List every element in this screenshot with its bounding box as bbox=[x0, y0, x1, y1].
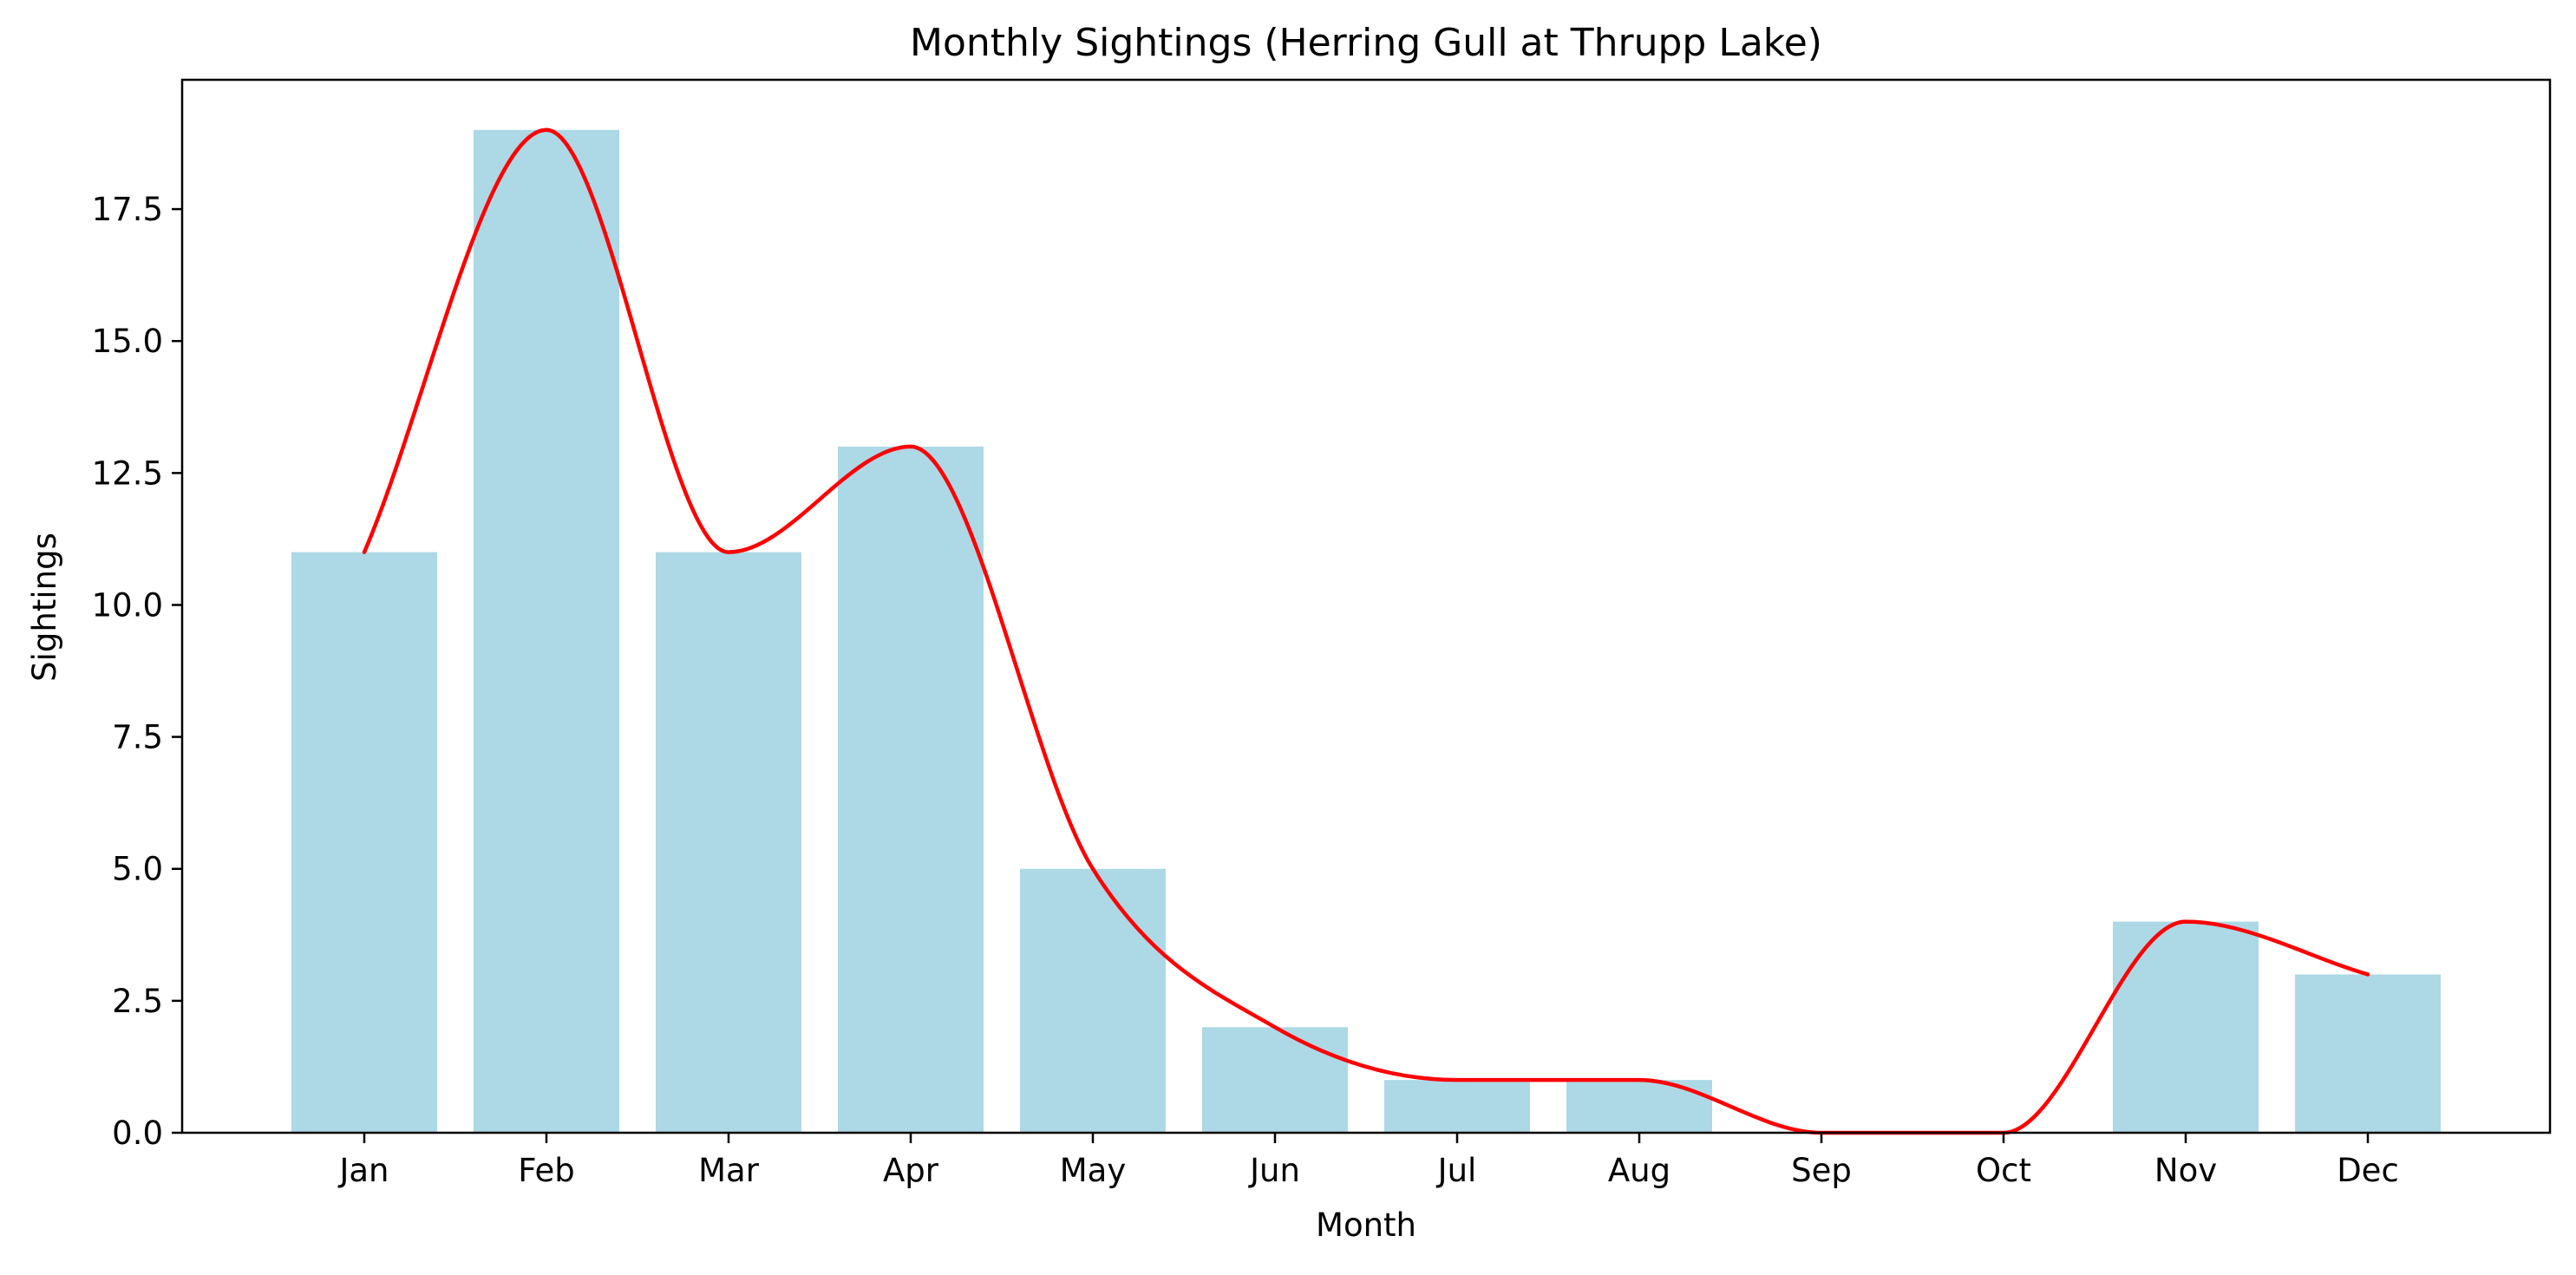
chart-title: Monthly Sightings (Herring Gull at Thrup… bbox=[910, 21, 1822, 65]
y-tick-label: 10.0 bbox=[92, 586, 163, 624]
x-tick-label-may: May bbox=[1060, 1152, 1127, 1189]
x-axis-label: Month bbox=[1316, 1206, 1416, 1244]
x-tick-label-mar: Mar bbox=[698, 1152, 760, 1189]
bar-nov bbox=[2113, 921, 2259, 1133]
x-tick-label-nov: Nov bbox=[2154, 1152, 2217, 1189]
x-tick-label-dec: Dec bbox=[2337, 1152, 2399, 1189]
bar-may bbox=[1020, 868, 1166, 1133]
bar-jul bbox=[1384, 1080, 1530, 1133]
bar-aug bbox=[1566, 1080, 1712, 1133]
bar-apr bbox=[838, 446, 984, 1133]
x-tick-label-aug: Aug bbox=[1608, 1152, 1670, 1189]
y-tick-label: 12.5 bbox=[92, 454, 163, 492]
y-tick-label: 0.0 bbox=[112, 1115, 163, 1152]
plot-frame bbox=[180, 78, 2552, 1134]
x-tick-label-jun: Jun bbox=[1248, 1152, 1300, 1189]
y-tick-label: 2.5 bbox=[112, 983, 163, 1020]
x-tick-label-sep: Sep bbox=[1791, 1152, 1852, 1189]
x-tick-label-jul: Jul bbox=[1436, 1152, 1477, 1189]
x-tick-label-oct: Oct bbox=[1976, 1152, 2031, 1189]
bar-jun bbox=[1202, 1027, 1348, 1133]
y-axis-label: Sightings bbox=[26, 533, 63, 682]
y-tick-label: 7.5 bbox=[112, 719, 163, 756]
y-tick-label: 5.0 bbox=[112, 851, 163, 888]
bar-jan bbox=[291, 552, 437, 1133]
bar-mar bbox=[656, 552, 801, 1133]
x-tick-label-feb: Feb bbox=[518, 1152, 575, 1189]
x-axis-ticks: Jan Feb Mar Apr May Jun Jul Aug Sep Oct Nov Dec bbox=[337, 1133, 2399, 1189]
bar-dec bbox=[2295, 974, 2441, 1133]
x-tick-label-apr: Apr bbox=[883, 1152, 939, 1189]
y-axis-ticks: 0.0 2.5 5.0 7.5 10.0 12.5 15.0 17.5 bbox=[92, 191, 182, 1152]
y-tick-label: 17.5 bbox=[92, 191, 163, 228]
bar-series bbox=[291, 129, 2441, 1133]
bar-feb bbox=[474, 129, 619, 1133]
y-tick-label: 15.0 bbox=[92, 323, 163, 360]
x-tick-label-jan: Jan bbox=[337, 1152, 389, 1189]
